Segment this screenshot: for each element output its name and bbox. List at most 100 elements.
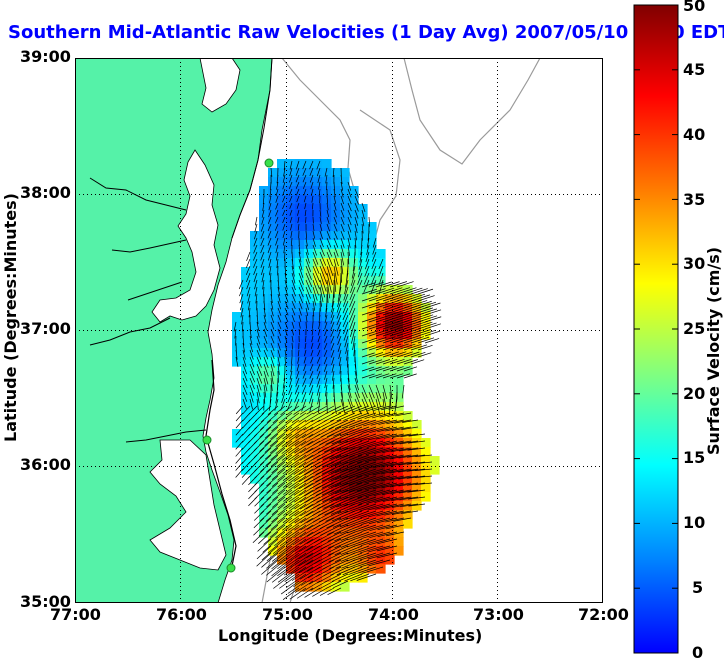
velocity-vector: [340, 188, 344, 198]
velocity-cell: [313, 519, 323, 529]
velocity-cell: [286, 312, 296, 322]
velocity-vector: [284, 545, 307, 562]
velocity-vector: [318, 580, 335, 590]
velocity-vector: [358, 258, 363, 270]
velocity-vector: [309, 363, 314, 372]
velocity-vector: [312, 237, 316, 247]
velocity-vector: [263, 328, 268, 337]
velocity-cell: [367, 438, 377, 448]
velocity-vector: [318, 188, 321, 197]
velocity-vector: [307, 566, 328, 579]
velocity-vector: [323, 349, 328, 357]
velocity-cell: [385, 465, 395, 475]
velocity-vector: [299, 489, 321, 503]
velocity-cell: [295, 492, 305, 502]
velocity-vector: [319, 251, 327, 266]
delmarva-coast: [231, 58, 273, 239]
velocity-vector: [342, 489, 370, 501]
velocity-cell: [277, 231, 287, 241]
velocity-vector: [341, 454, 370, 466]
velocity-vector: [249, 363, 255, 376]
velocity-cell: [385, 303, 395, 313]
velocity-cell: [304, 384, 314, 394]
velocity-vector: [287, 454, 307, 468]
velocity-vector: [327, 538, 349, 549]
velocity-vector: [306, 503, 328, 517]
velocity-vector: [275, 202, 279, 210]
velocity-vector: [328, 419, 349, 430]
velocity-vector: [358, 496, 384, 505]
velocity-cell: [286, 501, 296, 511]
velocity-vector: [266, 496, 279, 508]
velocity-vector: [253, 517, 265, 529]
velocity-cell: [340, 348, 350, 358]
velocity-vector: [258, 531, 272, 544]
velocity-vector: [312, 230, 316, 239]
velocity-cell: [421, 492, 431, 502]
velocity-vector: [283, 503, 300, 516]
velocity-vector: [343, 496, 370, 507]
velocity-vector: [340, 216, 345, 225]
velocity-cell: [385, 546, 395, 556]
velocity-cell: [358, 501, 368, 511]
velocity-vector: [259, 447, 272, 459]
velocity-vector: [375, 281, 392, 288]
velocity-cell: [286, 429, 296, 439]
velocity-vector: [265, 461, 279, 473]
velocity-vector: [368, 301, 390, 309]
velocity-vector: [260, 461, 272, 473]
velocity-vector: [371, 265, 377, 277]
velocity-vector: [275, 391, 279, 404]
velocity-vector: [382, 384, 388, 400]
velocity-vector: [282, 230, 286, 238]
velocity-cell: [322, 528, 332, 538]
velocity-cell: [340, 375, 350, 385]
velocity-cell: [304, 213, 314, 223]
velocity-cell: [295, 555, 305, 565]
velocity-vector: [377, 524, 398, 531]
velocity-cell: [376, 456, 386, 466]
velocity-vector: [317, 412, 335, 423]
velocity-cell: [295, 447, 305, 457]
site-marker: [226, 563, 236, 573]
velocity-cell: [259, 366, 269, 376]
velocity-vector: [378, 258, 384, 270]
velocity-cell: [376, 276, 386, 286]
velocity-cell: [313, 582, 323, 592]
velocity-vector: [391, 440, 412, 445]
velocity-vector: [305, 314, 308, 323]
velocity-vector: [353, 342, 356, 357]
velocity-vector: [291, 342, 293, 350]
velocity-vector: [376, 545, 398, 552]
velocity-vector: [335, 447, 363, 459]
velocity-cell: [304, 321, 314, 331]
velocity-cell: [277, 420, 287, 430]
velocity-vector: [241, 468, 251, 478]
velocity-cell: [295, 474, 305, 484]
velocity-vector: [291, 412, 307, 423]
velocity-vector: [260, 503, 272, 515]
velocity-cell: [421, 447, 431, 457]
velocity-vector: [347, 391, 353, 407]
velocity-vector: [324, 573, 342, 583]
velocity-vector: [291, 251, 293, 262]
velocity-vector: [286, 405, 300, 416]
velocity-cell: [313, 447, 323, 457]
velocity-vector: [368, 391, 375, 407]
velocity-cell: [268, 528, 278, 538]
velocity-vector: [312, 258, 320, 274]
velocity-vector: [299, 482, 321, 496]
velocity-cell: [313, 510, 323, 520]
velocity-vector: [335, 559, 356, 569]
velocity-cell: [340, 312, 350, 322]
velocity-vector: [242, 405, 251, 415]
velocity-vector: [256, 545, 272, 560]
velocity-cell: [367, 465, 377, 475]
velocity-cell: [340, 213, 350, 223]
velocity-vector: [319, 286, 324, 303]
velocity-vector: [312, 307, 315, 317]
velocity-vector: [396, 312, 424, 323]
velocity-cell: [331, 501, 341, 511]
velocity-vector: [382, 447, 405, 454]
velocity-vector: [334, 538, 356, 549]
